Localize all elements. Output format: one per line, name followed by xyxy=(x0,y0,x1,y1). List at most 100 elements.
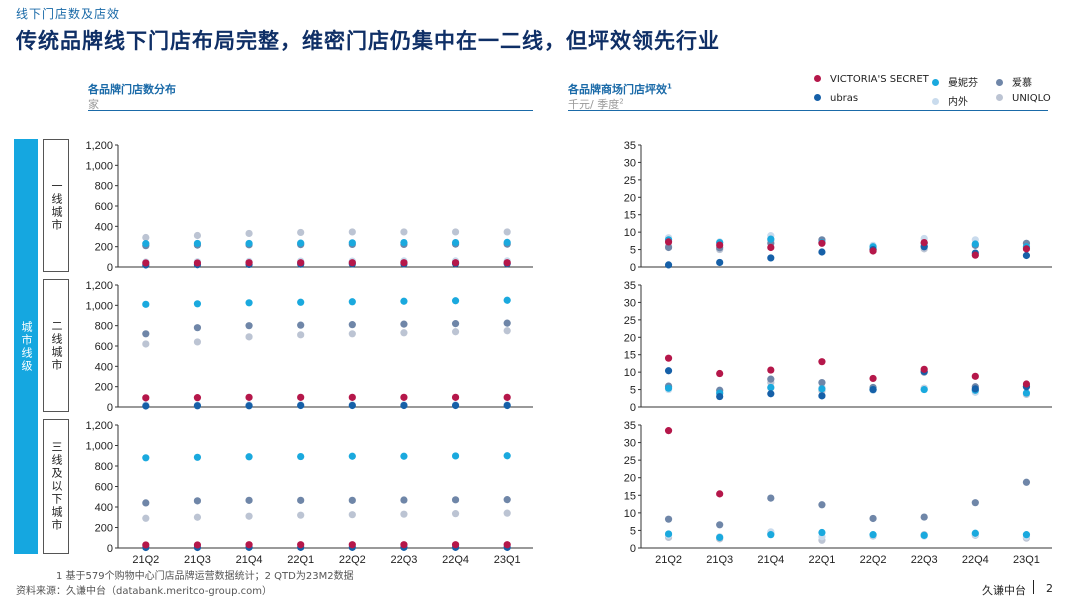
row-label-tier1: 一线城市 xyxy=(43,139,69,272)
data-point xyxy=(971,385,979,393)
data-point xyxy=(193,239,202,248)
legend-marker xyxy=(996,78,1003,86)
y-tick-label: 200 xyxy=(95,242,113,254)
y-tick-label: 1,000 xyxy=(85,441,113,453)
data-point xyxy=(716,490,724,498)
y-tick-label: 1,000 xyxy=(85,160,113,172)
y-tick-label: 600 xyxy=(95,341,113,353)
data-point xyxy=(245,453,253,461)
legend-marker xyxy=(932,78,939,86)
legend-item-victorias-secret: VICTORIA'S SECRET xyxy=(814,74,929,85)
data-point xyxy=(818,239,826,247)
x-tick-label: 22Q2 xyxy=(339,554,366,566)
data-point xyxy=(818,248,826,256)
data-point xyxy=(1022,478,1031,486)
data-point xyxy=(193,324,202,332)
row-label-text: 三线及以下城市 xyxy=(50,441,63,532)
data-point xyxy=(400,259,408,267)
data-point xyxy=(348,541,356,549)
right-section-title-text: 各品牌商场门店坪效 xyxy=(568,83,667,96)
data-point xyxy=(1022,380,1031,388)
data-point xyxy=(142,259,150,267)
data-point xyxy=(920,513,928,521)
y-tick-label: 5 xyxy=(630,525,636,537)
data-point xyxy=(451,452,460,460)
data-point xyxy=(1022,245,1031,253)
data-point xyxy=(297,541,305,549)
data-point xyxy=(451,320,460,328)
data-point xyxy=(503,327,511,335)
legend-label: 内外 xyxy=(948,97,968,108)
data-point xyxy=(142,240,150,248)
data-point xyxy=(920,385,928,394)
y-tick-label: 200 xyxy=(95,382,113,394)
y-tick-label: 20 xyxy=(624,332,636,344)
x-tick-label: 21Q3 xyxy=(184,554,211,566)
data-point xyxy=(193,231,202,240)
data-point xyxy=(297,452,305,461)
data-point xyxy=(1022,389,1031,397)
y-tick-label: 15 xyxy=(624,490,636,502)
y-tick-label: 800 xyxy=(95,181,113,193)
data-point xyxy=(503,296,511,304)
y-tick-label: 30 xyxy=(624,157,636,169)
x-tick-label: 22Q3 xyxy=(911,554,938,566)
page-title: 传统品牌线下门店布局完整，维密门店仍集中在一二线，但坪效领先行业 xyxy=(16,29,720,53)
data-point xyxy=(297,239,305,247)
data-point xyxy=(400,452,408,460)
data-point xyxy=(503,238,511,246)
y-tick-label: 0 xyxy=(107,402,113,414)
data-point xyxy=(503,452,511,460)
data-point xyxy=(716,392,724,401)
row-label-tier2: 二线城市 xyxy=(43,279,69,412)
data-point xyxy=(193,259,202,267)
data-point xyxy=(664,243,673,252)
data-point xyxy=(767,383,775,392)
x-tick-label: 22Q4 xyxy=(962,554,989,566)
x-tick-label: 21Q2 xyxy=(655,554,682,566)
row-label-text: 一线城市 xyxy=(50,179,63,232)
right-section-title: 各品牌商场门店坪效1 xyxy=(568,81,672,97)
right-section-unit-text: 千元/ 季度 xyxy=(568,98,620,111)
data-point xyxy=(503,496,511,504)
data-point xyxy=(451,297,460,305)
data-point xyxy=(400,510,408,518)
data-point xyxy=(193,453,202,461)
y-tick-label: 10 xyxy=(624,508,636,520)
right-section-unit: 千元/ 季度2 xyxy=(568,96,624,112)
city-tier-label: 城市线级 xyxy=(20,320,33,373)
y-tick-label: 200 xyxy=(95,523,113,535)
data-point xyxy=(142,541,150,549)
data-point xyxy=(503,319,511,327)
data-point xyxy=(869,385,877,394)
data-point xyxy=(348,401,356,410)
data-point xyxy=(664,427,673,435)
y-tick-label: 1,200 xyxy=(85,420,113,432)
data-point xyxy=(348,239,356,247)
data-point xyxy=(245,229,253,238)
x-tick-label: 22Q1 xyxy=(808,554,835,566)
left-section-title: 各品牌门店数分布 xyxy=(88,83,176,96)
data-point xyxy=(348,298,356,306)
y-tick-label: 1,200 xyxy=(85,140,113,152)
data-point xyxy=(400,401,408,410)
y-tick-label: 35 xyxy=(624,140,636,152)
data-point xyxy=(348,393,356,401)
y-tick-label: 600 xyxy=(95,482,113,494)
data-point xyxy=(716,521,724,529)
data-point xyxy=(716,241,724,249)
data-point xyxy=(400,496,408,504)
brand-name: 久谦中台 xyxy=(982,584,1026,597)
data-point xyxy=(245,239,253,248)
legend-marker xyxy=(814,93,821,101)
y-tick-label: 10 xyxy=(624,227,636,239)
y-tick-label: 30 xyxy=(624,438,636,450)
source-note: 资料来源：久谦中台（databank.meritco-group.com） xyxy=(16,586,273,597)
data-point xyxy=(348,228,356,236)
y-tick-label: 400 xyxy=(95,221,113,233)
data-point xyxy=(245,512,253,520)
data-point xyxy=(348,496,356,504)
row-label-text: 二线城市 xyxy=(50,319,63,372)
data-point xyxy=(971,499,979,507)
data-point xyxy=(869,374,877,383)
